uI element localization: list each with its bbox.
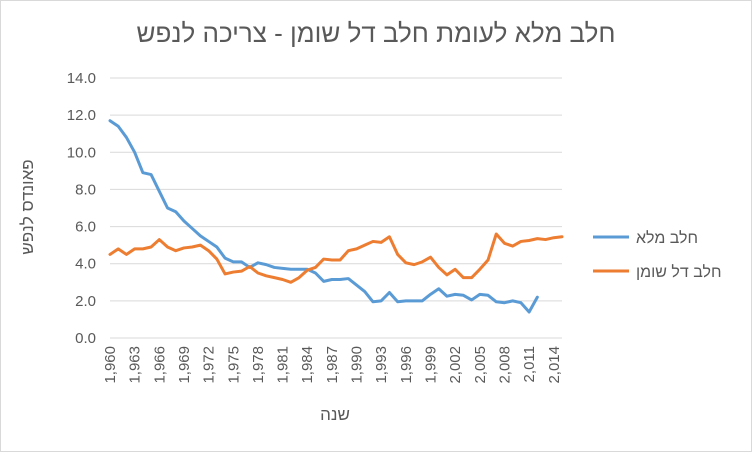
y-tick-label: 0.0: [75, 330, 96, 347]
x-tick-label: 1,969: [176, 346, 193, 384]
y-tick-label: 14.0: [67, 70, 96, 87]
x-tick-label: 1,966: [151, 346, 168, 384]
x-axis-ticks: 1,960 1,963 1,966 1,969 1,972 1,975 1,978 1,981…: [102, 346, 563, 384]
x-tick-label: 1,987: [324, 346, 341, 384]
x-tick-label: 1,990: [349, 346, 366, 384]
x-tick-label: 1,981: [275, 346, 292, 384]
y-axis-title: פאונדס לנפש: [18, 159, 37, 254]
x-tick-label: 1,996: [398, 346, 415, 384]
y-tick-label: 12.0: [67, 107, 96, 124]
series-line-2: [108, 232, 564, 284]
x-tick-label: 2,002: [447, 346, 464, 384]
y-axis-ticks: 0.0 2.0 4.0 6.0 8.0 10.0 12.0 14.0: [67, 70, 96, 347]
legend-label-2: חלב דל שומן: [636, 263, 721, 281]
x-axis-title: שנה: [320, 405, 350, 424]
x-tick-label: 1,972: [201, 346, 218, 384]
y-tick-label: 6.0: [75, 219, 96, 236]
x-tick-label: 1,993: [373, 346, 390, 384]
x-tick-label: 1,984: [299, 346, 316, 384]
x-tick-label: 1,960: [102, 346, 119, 384]
y-tick-label: 4.0: [75, 256, 96, 273]
x-tick-label: 1,999: [423, 346, 440, 384]
y-tick-label: 2.0: [75, 293, 96, 310]
x-tick-label: 1,975: [225, 346, 242, 384]
x-tick-label: 2,008: [496, 346, 513, 384]
chart-title: חלב מלא לעומת חלב דל שומן - צריכה לנפש: [136, 18, 616, 48]
x-tick-label: 1,963: [127, 346, 144, 384]
x-tick-label: 2,005: [472, 346, 489, 384]
y-tick-label: 10.0: [67, 144, 96, 161]
legend-label-1: חלב מלא: [636, 229, 698, 247]
series-line-1: [108, 119, 539, 314]
x-tick-label: 2,014: [546, 346, 563, 384]
legend: חלב מלא חלב דל שומן: [593, 229, 721, 281]
x-tick-label: 1,978: [250, 346, 267, 384]
x-tick-label: 2,011: [521, 346, 538, 382]
series-lines: [108, 119, 564, 314]
y-tick-label: 8.0: [75, 181, 96, 198]
